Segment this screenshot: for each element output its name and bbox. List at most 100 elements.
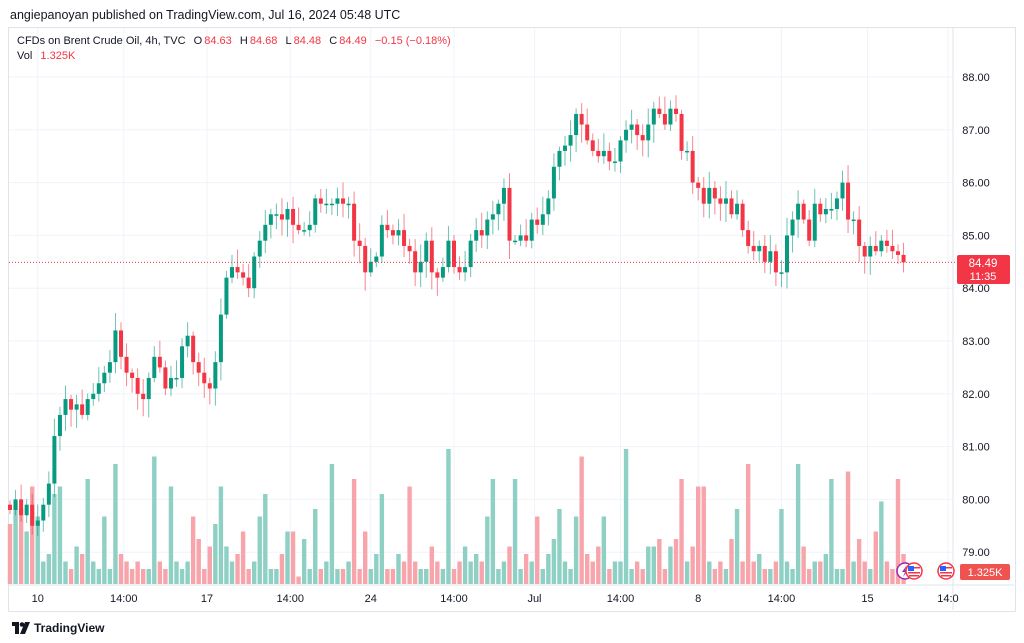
candle-up	[618, 140, 623, 162]
volume-bar	[668, 546, 673, 584]
candle-down	[196, 362, 201, 373]
volume-bar	[862, 561, 867, 584]
candle-down	[141, 393, 146, 400]
candle-up	[546, 198, 551, 215]
candle-down	[296, 224, 301, 231]
candle-up	[74, 404, 79, 410]
close-value: 84.49	[339, 35, 367, 47]
tradingview-logo[interactable]: TradingView	[12, 621, 104, 635]
time-tick-label: 14:0	[937, 593, 958, 605]
candle-down	[524, 235, 529, 241]
volume-bar	[523, 554, 529, 584]
candle-up	[63, 399, 68, 415]
us-flag-event-icon[interactable]	[905, 562, 923, 580]
candle-up	[374, 256, 379, 262]
volume-bar	[468, 561, 473, 584]
time-tick-label: 14:00	[110, 593, 138, 605]
candle-up	[424, 240, 429, 262]
time-tick-label: 14:00	[607, 593, 635, 605]
volume-bar	[141, 569, 146, 584]
candle-up	[224, 277, 229, 315]
candle-down	[246, 277, 251, 289]
volume-bar	[268, 569, 274, 584]
candle-up	[335, 198, 340, 204]
volume-bar	[290, 531, 296, 584]
volume-bar	[585, 554, 590, 584]
candle-up	[685, 150, 690, 153]
candle-down	[751, 245, 756, 252]
volume-bar	[634, 561, 640, 584]
candle-down	[279, 214, 284, 220]
candle-up	[779, 272, 784, 274]
volume-bar	[485, 516, 490, 584]
candle-up	[868, 245, 873, 257]
volume-bar	[412, 561, 418, 584]
us-flag-event-icon[interactable]	[937, 562, 955, 580]
candle-down	[191, 335, 196, 363]
volume-bar	[623, 449, 629, 584]
volume-bar	[351, 479, 357, 584]
volume-bar	[429, 546, 434, 584]
close-label: C	[329, 35, 338, 47]
candle-down	[690, 150, 695, 183]
candle-up	[440, 267, 445, 278]
candle-down	[457, 267, 462, 273]
candle-up	[463, 267, 468, 273]
symbol-name[interactable]: CFDs on Brent Crude Oil, 4h, TVC	[17, 35, 186, 47]
candle-up	[263, 224, 268, 241]
candle-up	[540, 214, 545, 225]
candle-down	[596, 150, 601, 157]
volume-bar	[91, 561, 96, 584]
volume-bar	[590, 561, 595, 584]
volume-bar	[374, 554, 379, 584]
volume-bar	[651, 546, 656, 584]
candle-down	[701, 187, 706, 204]
grid	[9, 28, 953, 585]
candle-down	[846, 182, 851, 220]
volume-bar	[845, 471, 851, 584]
candle-down	[163, 367, 168, 389]
volume-bar	[257, 516, 262, 584]
price-tick-label: 82.00	[962, 389, 990, 401]
candle-up	[285, 209, 290, 220]
candle-down	[124, 356, 129, 373]
volume-bar	[168, 486, 174, 584]
volume-tag-value: 1.325K	[968, 567, 1004, 579]
candle-down	[119, 330, 123, 357]
volume-bar	[734, 509, 740, 584]
volume-bar	[562, 561, 568, 584]
candle-up	[96, 383, 101, 394]
candle-up	[268, 214, 273, 225]
volume-bar	[35, 516, 40, 584]
candle-up	[568, 135, 573, 146]
candle-down	[773, 251, 778, 273]
candle-down	[202, 372, 207, 384]
candle-down	[674, 108, 678, 114]
volume-bar	[829, 479, 834, 584]
volume-bar	[368, 569, 373, 584]
volume-bar	[401, 561, 407, 584]
candle-up	[757, 245, 762, 252]
volume-bar	[607, 569, 612, 584]
price-tick-label: 84.00	[962, 283, 990, 295]
volume-bar	[807, 569, 812, 584]
volume-value: 1.325K	[40, 50, 76, 62]
candle-down	[729, 198, 734, 215]
candle-up	[629, 124, 634, 130]
candle-up	[529, 219, 534, 241]
candle-down	[807, 219, 812, 241]
candle-down	[585, 124, 590, 141]
volume-bar	[107, 569, 113, 584]
footer-brand: TradingView	[34, 621, 105, 635]
low-label: L	[285, 35, 292, 47]
candle-up	[823, 209, 828, 215]
volume-bar	[113, 464, 118, 584]
candle-down	[390, 230, 395, 236]
candle-down	[640, 135, 645, 141]
candle-down	[884, 240, 889, 246]
volume-bar	[385, 569, 390, 584]
volume-bar	[884, 561, 890, 584]
candle-up	[46, 483, 51, 505]
volume-bar	[124, 561, 129, 584]
